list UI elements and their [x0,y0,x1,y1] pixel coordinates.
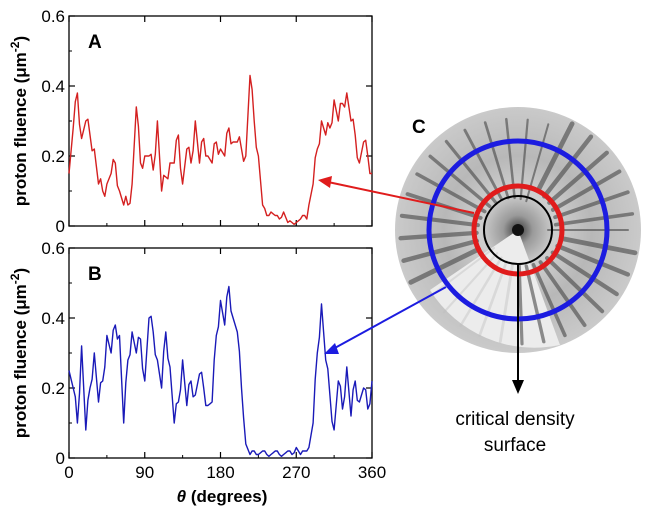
proton-image-streaks [398,117,638,346]
image-streak [553,212,635,227]
arrows [318,176,524,394]
image-streak [428,154,492,209]
black-arrow-head [512,380,524,394]
image-streak [545,256,605,314]
image-streak [478,260,508,337]
panel-c-letter: C [412,117,426,138]
image-streak [444,139,498,204]
series-line [68,74,372,225]
image-streak [401,238,480,263]
blue-arrow-head [324,343,339,354]
x-axis-title: θ (degrees) [177,487,268,506]
y-tick-label: 0.6 [41,239,65,258]
panel-a-frame [68,15,373,227]
panel-a-series [68,74,372,225]
image-streak [415,172,487,214]
proton-image-core [512,224,524,236]
y-tick-label: 0.4 [41,309,65,328]
x-tick-label: 90 [135,463,154,482]
image-streak [547,150,609,205]
y-tick-label: 0 [56,217,65,236]
annotation-line-2: surface [484,435,546,456]
panel-a: 0 0.2 0.4 0.6 A proton fluence (μm-2) [8,7,373,236]
panel-a-letter: A [88,32,102,53]
x-tick-label: 270 [282,463,310,482]
image-streak [408,246,482,285]
red-arrow [327,181,475,214]
red-arrow-head [318,176,332,188]
image-streak [553,190,630,220]
image-streak [399,213,480,228]
image-streak [463,128,504,201]
image-streak [517,264,524,346]
annotation-line-1: critical density [455,409,575,430]
y-tick-label: 0 [56,449,65,468]
x-tick-label: 360 [358,463,386,482]
image-streak [550,169,622,212]
image-streak [542,134,594,199]
panel-b-letter: B [88,264,102,285]
blue-arrow [332,286,447,350]
image-streak [535,121,575,194]
image-streak [398,230,479,241]
image-streak [558,235,638,256]
panel-b-series [68,285,373,457]
panel-b-ylabel: proton fluence (μm-2) [8,268,30,438]
y-tick-label: 0.2 [41,147,65,166]
image-streak [538,260,587,328]
y-tick-label: 0.4 [41,77,65,96]
panel-a-ylabel: proton fluence (μm-2) [8,36,30,206]
image-streak [555,243,631,277]
x-tick-label: 0 [64,463,73,482]
image-streak [531,262,567,338]
image-streak [550,250,619,297]
image-streak [498,262,515,344]
panel-c: C [395,107,641,353]
x-tick-label: 180 [206,463,234,482]
series-line [68,285,373,457]
image-streak [524,264,546,344]
image-streak [483,121,510,200]
y-tick-label: 0.2 [41,379,65,398]
panel-b: 0 0.2 0.4 0.6 0 90 180 270 360 B proton fluence … [8,239,386,506]
y-tick-label: 0.6 [41,7,65,26]
panel-b-ticks: 0 0.2 0.4 0.6 0 90 180 270 360 [41,239,386,482]
